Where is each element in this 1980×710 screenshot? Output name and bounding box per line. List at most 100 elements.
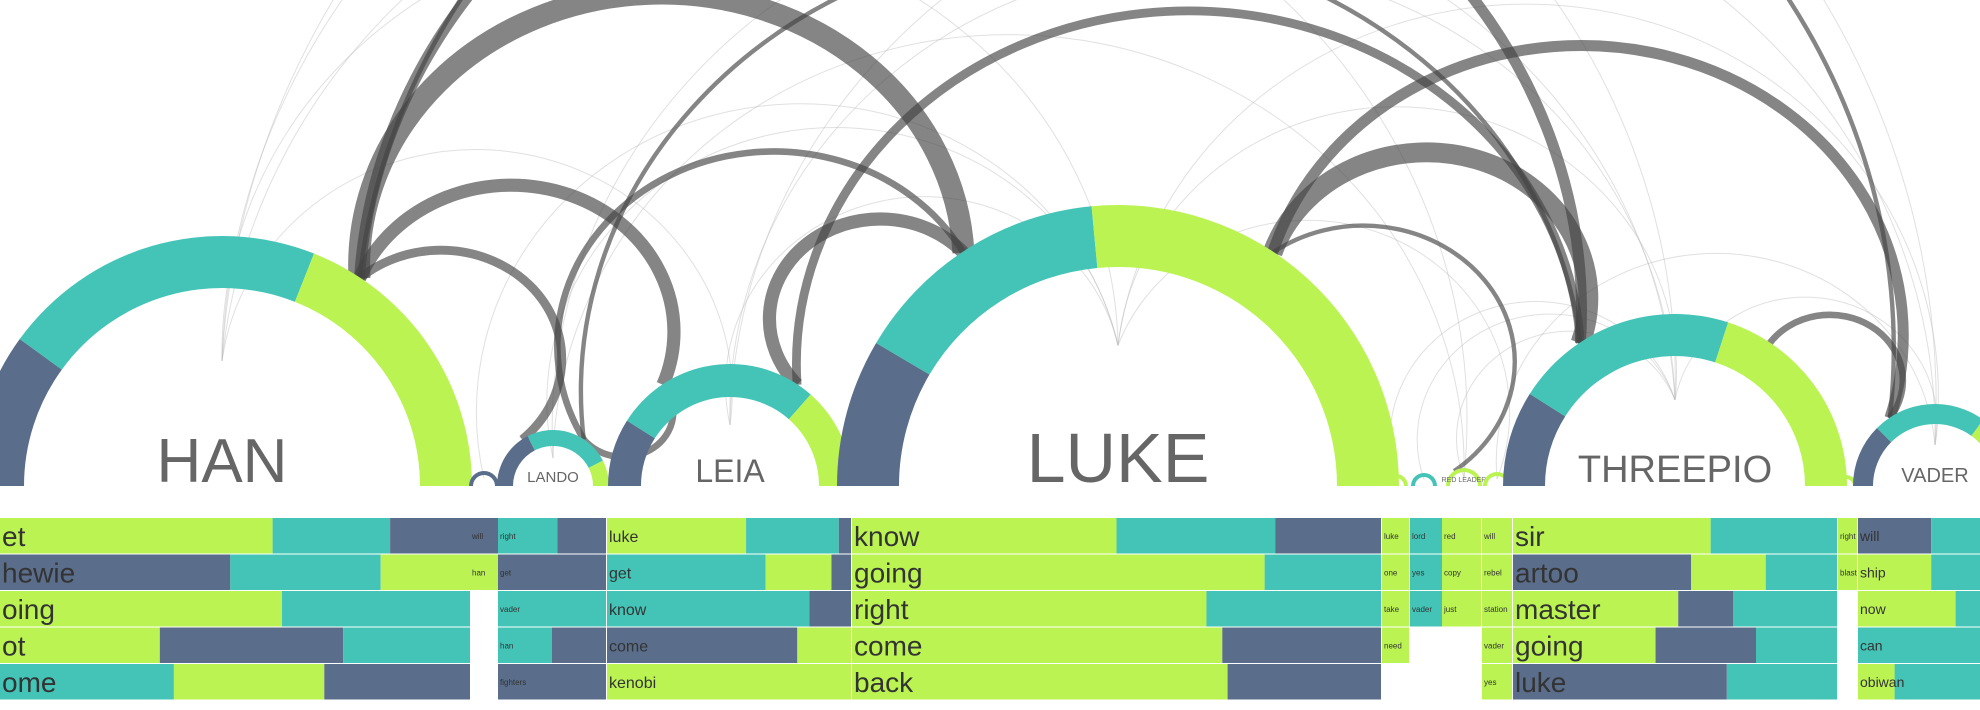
word-bar-segment[interactable] [230, 554, 381, 591]
word-bar-segment[interactable] [765, 554, 832, 591]
word-bar-segment[interactable] [159, 627, 344, 664]
word-bar-segment[interactable] [831, 554, 851, 591]
word-bar-segment[interactable] [607, 664, 851, 700]
word-bar-segment[interactable] [607, 554, 766, 591]
word-bar-segment[interactable] [1222, 627, 1381, 664]
word-bar-segment[interactable] [746, 518, 839, 554]
word-bar-segment[interactable] [1710, 518, 1837, 554]
word-bar-segment[interactable] [1513, 591, 1679, 627]
link-arc-luke-threepio[interactable] [1263, 142, 1599, 347]
word-bar-segment[interactable] [1442, 518, 1481, 554]
word-bar-segment[interactable] [380, 554, 470, 591]
donut-han[interactable]: HAN [0, 236, 472, 496]
donut-threepio[interactable]: THREEPIO [1503, 314, 1847, 491]
word-bar-segment[interactable] [1382, 627, 1409, 664]
word-bar-segment[interactable] [1410, 554, 1442, 591]
word-bar-segment[interactable] [498, 554, 606, 591]
word-bar-segment[interactable] [797, 627, 851, 664]
donut-minor-5[interactable] [1384, 474, 1408, 486]
donut-vader[interactable]: VADER [1853, 404, 1980, 487]
word-bar-segment[interactable] [1733, 591, 1837, 627]
word-bar-segment[interactable] [1442, 591, 1481, 627]
word-bar-segment[interactable] [0, 591, 282, 627]
word-bar-segment[interactable] [343, 627, 470, 664]
word-bar-segment[interactable] [1482, 664, 1512, 700]
word-bar-segment[interactable] [607, 518, 747, 554]
word-bar-segment[interactable] [1858, 627, 1980, 664]
word-bar-segment[interactable] [498, 664, 606, 700]
donut-leia[interactable]: LEIA [608, 364, 852, 489]
link-arc-luke-vader[interactable] [1267, 40, 1909, 420]
word-bar-segment[interactable] [0, 627, 160, 664]
word-bar-segment[interactable] [324, 664, 470, 700]
donut-minor-6[interactable] [1411, 473, 1437, 486]
word-bar-segment[interactable] [852, 627, 1223, 664]
word-bar-segment[interactable] [1858, 554, 1932, 591]
link-arc-han-lando[interactable] [356, 245, 567, 443]
word-bar-segment[interactable] [1858, 591, 1956, 627]
word-bar-segment[interactable] [1116, 518, 1276, 554]
word-bar-segment[interactable] [1382, 591, 1409, 627]
donut-luke[interactable]: LUKE [837, 205, 1399, 497]
word-bar-segment[interactable] [498, 591, 606, 627]
word-bar-segment[interactable] [1442, 554, 1481, 591]
word-bar-segment[interactable] [1678, 591, 1734, 627]
word-bar-segment[interactable] [1513, 554, 1692, 591]
word-bar-segment[interactable] [1838, 518, 1857, 554]
donut-minor-10[interactable] [1835, 475, 1857, 486]
donut-lando[interactable]: LANDO [497, 430, 609, 486]
word-bar-segment[interactable] [838, 518, 851, 554]
word-bar-segment[interactable] [1838, 554, 1857, 591]
word-bar-segment[interactable] [1931, 518, 1980, 554]
word-bar-segment[interactable] [0, 554, 231, 591]
link-arc-leia-luke[interactable] [762, 212, 969, 390]
word-bar-segment[interactable] [1858, 518, 1932, 554]
word-bar-segment[interactable] [1765, 554, 1837, 591]
word-bar-segment[interactable] [0, 518, 273, 554]
word-bar-segment[interactable] [1410, 518, 1442, 554]
word-bar-segment[interactable] [852, 591, 1207, 627]
word-bar-segment[interactable] [0, 664, 174, 700]
word-bar-segment[interactable] [852, 664, 1228, 700]
link-arc-han-threepio[interactable] [354, 0, 1587, 344]
donut-minor-1[interactable] [469, 471, 499, 486]
word-bar-segment[interactable] [1726, 664, 1837, 700]
word-bar-segment[interactable] [1264, 554, 1381, 591]
word-bar-segment[interactable] [852, 554, 1265, 591]
word-bar-segment[interactable] [1275, 518, 1381, 554]
word-bar-segment[interactable] [809, 591, 851, 627]
link-arc-threepio-vader[interactable] [1766, 311, 1907, 420]
word-bar-segment[interactable] [1655, 627, 1756, 664]
word-bar-segment[interactable] [552, 627, 606, 664]
word-bar-segment[interactable] [272, 518, 391, 554]
link-arc-lando-luke[interactable] [554, 148, 967, 442]
word-bar-segment[interactable] [1382, 518, 1409, 554]
link-arc-han-vader[interactable] [357, 0, 1896, 419]
donut-red-leader[interactable]: RED LEADER [1442, 468, 1487, 486]
word-bar-segment[interactable] [282, 591, 470, 627]
word-bar-segment[interactable] [1513, 518, 1711, 554]
link-arc-lando-threepio[interactable] [578, 0, 1583, 440]
word-bar-segment[interactable] [1894, 664, 1980, 700]
word-bar-segment[interactable] [1756, 627, 1837, 664]
word-bar-segment[interactable] [1410, 591, 1442, 627]
word-bar-segment[interactable] [1227, 664, 1381, 700]
word-bar-segment[interactable] [470, 554, 498, 591]
link-arc-han-luke[interactable] [348, 0, 975, 280]
word-bar-segment[interactable] [1513, 664, 1727, 700]
word-bar-segment[interactable] [1206, 591, 1381, 627]
word-bar-segment[interactable] [607, 591, 810, 627]
word-bar-segment[interactable] [852, 518, 1117, 554]
word-bar-segment[interactable] [498, 518, 558, 554]
word-bar-segment[interactable] [470, 518, 498, 554]
word-bar-segment[interactable] [390, 518, 470, 554]
word-bar-segment[interactable] [498, 627, 552, 664]
link-arc-han-leia[interactable] [353, 178, 681, 388]
word-bar-segment[interactable] [1482, 591, 1512, 627]
word-bar-segment[interactable] [1482, 518, 1512, 554]
word-bar-segment[interactable] [1482, 554, 1512, 591]
link-arc-luke-red-leader[interactable] [1271, 223, 1518, 473]
word-bar-segment[interactable] [1931, 554, 1980, 591]
word-bar-segment[interactable] [1513, 627, 1656, 664]
word-bar-segment[interactable] [1482, 627, 1512, 664]
